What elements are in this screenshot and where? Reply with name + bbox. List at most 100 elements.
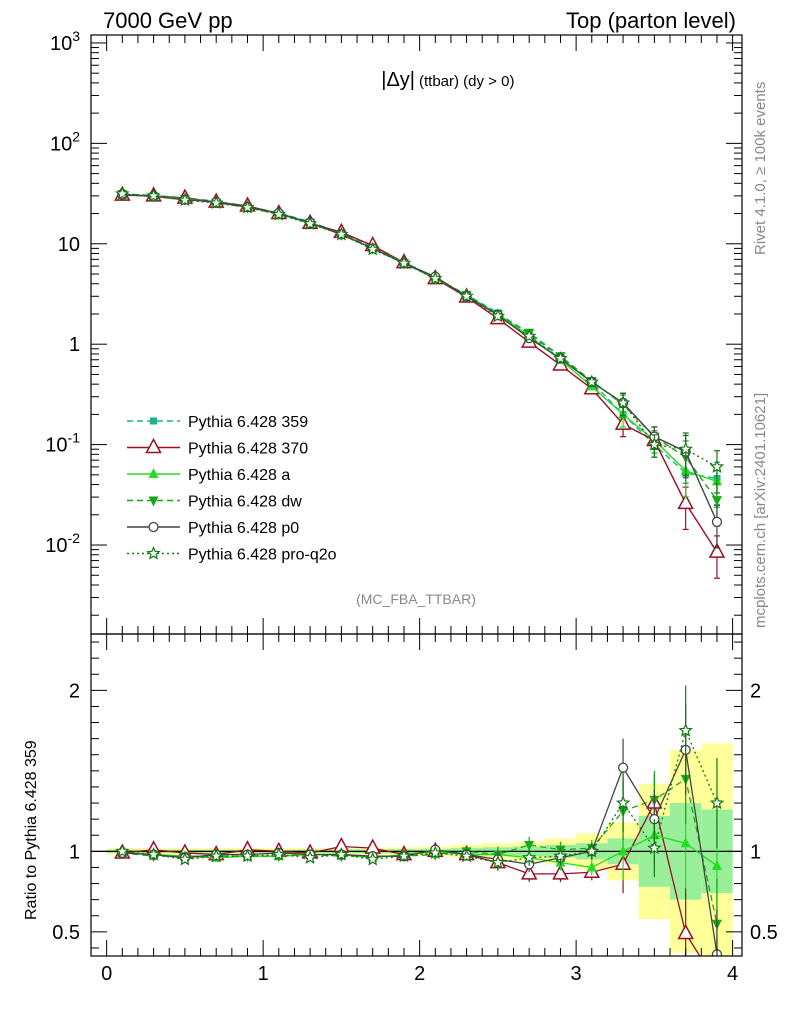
x-tick-label: 1 [258,963,269,985]
analysis-label: (MC_FBA_TTBAR) [356,591,476,607]
series-line [122,193,718,483]
ratio-point [710,975,724,988]
series-q2o [115,186,725,494]
ratio-point [524,840,535,851]
data-point [615,395,631,410]
ratio-point [553,848,568,863]
ratio-point [586,861,597,872]
y-tick-label: 10-2 [45,530,80,557]
ratio-point [240,848,255,863]
data-point [459,288,474,303]
data-point [396,255,412,270]
plot-title-sub: (ttbar) (dy > 0) [419,73,514,90]
legend-marker [146,545,161,560]
ratio-point [615,795,631,810]
ratio-point [617,762,629,773]
ratio-y-tick-label: 0.5 [52,922,80,944]
ratio-ylabel: Ratio to Pythia 6.428 359 [23,740,40,920]
data-point [209,195,224,210]
ratio-point [302,850,318,864]
rivet-version-label: Rivet 4.1.0, ≥ 100k events [752,82,769,255]
data-point [678,441,693,456]
series-a [117,188,722,509]
x-tick-label: 3 [571,963,582,985]
y-tick-label: 10-1 [45,430,80,457]
ratio-point [459,848,474,863]
data-point [177,192,193,207]
data-point [271,206,286,221]
data-point [711,496,722,507]
ratio-frame [90,633,743,957]
legend-label: Pythia 6.428 359 [188,414,308,431]
legend-marker [150,417,157,425]
legend-label: Pythia 6.428 p0 [188,520,299,537]
ratio-point [177,851,193,866]
ratio-point [428,845,443,860]
ratio-point [271,847,286,861]
ratio-series-s370 [114,774,724,988]
main-frame [90,34,743,635]
y-tick-label: 10 [58,234,80,256]
legend-marker [148,496,159,507]
legend-label: Pythia 6.428 370 [188,441,308,458]
header-right-label: Top (parton level) [566,8,736,33]
ratio-point [552,864,569,880]
ratio-point [678,723,693,737]
legend: Pythia 6.428 359 Pythia 6.428 370 Pythia 6… [127,414,337,564]
legend-entry-a: Pythia 6.428 a [127,467,290,484]
ratio-point [490,855,506,869]
legend-entry-q2o: Pythia 6.428 pro-q2o [127,545,337,564]
data-point [522,328,537,343]
ratio-line [122,777,718,924]
ratio-point [115,843,130,858]
ratio-point [334,847,349,861]
legend-entry-p0: Pythia 6.428 p0 [127,520,299,537]
mcplots-label: mcplots.cern.ch [arXiv:2401.10621] [752,393,769,628]
ratio-point [677,923,694,940]
ratio-series-q2o [115,685,725,878]
ratio-point [365,851,380,866]
data-point [302,216,318,230]
header-left-label: 7000 GeV pp [103,8,233,33]
data-point [677,493,694,510]
data-point [428,271,443,285]
legend-entry-s370: Pythia 6.428 370 [127,437,308,458]
ratio-line [122,728,718,864]
data-point [490,308,506,323]
legend-entry-s359: Pythia 6.428 359 [127,414,308,431]
ratio-point [647,840,662,855]
ratio-point [209,848,224,863]
legend-label: Pythia 6.428 pro-q2o [188,547,337,564]
ratio-panel: 0.5 0.5 1 1 2 2 0 1 2 3 4 Ratio to Pythia 6.428 35… [23,633,778,988]
ratio-point [584,843,600,858]
y-tick-label: 103 [50,28,80,55]
plot-title-main: |Δy| [381,69,415,91]
legend-marker [148,521,159,533]
ratio-point [680,837,691,848]
data-point [365,241,380,256]
series-line [122,193,718,480]
y-tick-label: 1 [69,334,80,356]
ratio-point [520,864,538,880]
data-point [146,188,161,202]
x-tick-label: 4 [727,963,738,985]
ratio-point [709,795,725,810]
y-tick-label: 102 [50,128,80,155]
ratio-point [522,850,537,864]
legend-entry-dw: Pythia 6.428 dw [127,494,302,511]
ratio-y-tick-label: 2 [69,680,80,702]
data-point [334,226,349,241]
legend-label: Pythia 6.428 dw [188,494,302,511]
data-point [711,516,723,528]
ratio-point [146,847,161,861]
ratio-y-tick-label-right: 1 [750,841,761,863]
legend-label: Pythia 6.428 a [188,467,290,484]
data-point [115,186,130,200]
ratio-point [711,859,722,870]
data-point [647,437,662,451]
ratio-y-tick-label-right: 2 [750,680,761,702]
data-point [240,199,255,214]
data-point [709,459,725,473]
